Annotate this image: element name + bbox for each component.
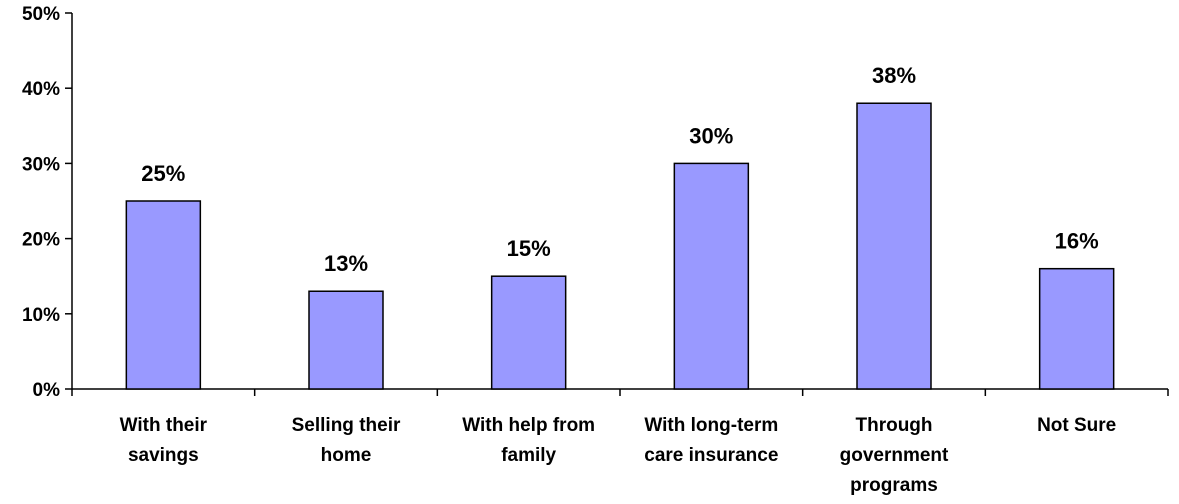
category-label-line: savings xyxy=(128,445,199,466)
category-label-line: With help from xyxy=(462,415,595,436)
category-label-line: Not Sure xyxy=(1037,415,1116,436)
y-tick-label: 20% xyxy=(22,230,60,251)
y-tick-label: 40% xyxy=(22,79,60,100)
x-axis xyxy=(71,388,1169,396)
bar xyxy=(1038,267,1115,390)
category-label-line: Through xyxy=(855,415,932,436)
data-label: 15% xyxy=(507,236,551,261)
category-label: With help from family xyxy=(462,415,595,466)
category-label: With long-term care insurance xyxy=(644,415,778,466)
category-label-line: Selling their xyxy=(292,415,401,436)
data-labels: 25% 13% 15% 30% 38% 16% xyxy=(141,63,1098,276)
data-label: 38% xyxy=(872,63,916,88)
category-label-line: home xyxy=(321,445,372,466)
category-label-line: family xyxy=(501,445,556,466)
data-label: 13% xyxy=(324,251,368,276)
category-label-line: With their xyxy=(120,415,208,436)
category-label-line: government xyxy=(840,445,949,466)
data-label: 25% xyxy=(141,161,185,186)
category-labels: With their savings Selling their home With h… xyxy=(120,415,1117,496)
bar xyxy=(308,290,384,390)
bar xyxy=(673,162,750,390)
category-label: Not Sure xyxy=(1037,415,1116,436)
category-label-line: care insurance xyxy=(644,445,778,466)
category-label: Selling their home xyxy=(292,415,401,466)
category-label-line: With long-term xyxy=(644,415,778,436)
y-tick-label: 0% xyxy=(33,380,61,401)
bar xyxy=(856,102,932,390)
y-tick-label: 10% xyxy=(22,305,60,326)
y-tick-label: 30% xyxy=(22,154,60,175)
bar xyxy=(125,200,202,390)
bar xyxy=(490,275,567,390)
data-label: 16% xyxy=(1055,229,1099,254)
y-tick-label: 50% xyxy=(22,4,60,25)
bars xyxy=(125,102,1115,390)
y-axis: 0% 10% 20% 30% 40% 50% xyxy=(22,4,73,401)
category-label: With their savings xyxy=(120,415,208,466)
category-label: Through government programs xyxy=(840,415,949,496)
data-label: 30% xyxy=(689,123,733,148)
category-label-line: programs xyxy=(850,475,938,496)
